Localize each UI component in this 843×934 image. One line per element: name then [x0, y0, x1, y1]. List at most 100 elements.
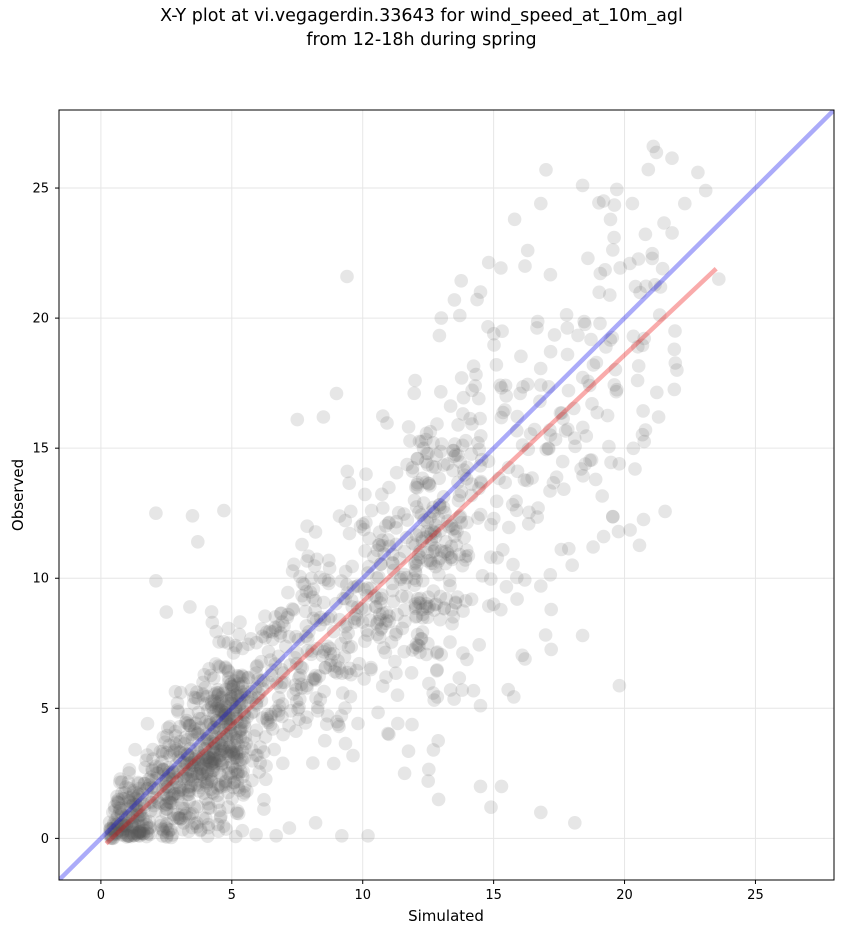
- scatter-point: [430, 417, 444, 431]
- scatter-point: [268, 610, 283, 624]
- scatter-point: [230, 751, 245, 766]
- scatter-point: [274, 662, 289, 677]
- scatter-point: [473, 779, 488, 794]
- scatter-point: [337, 649, 352, 664]
- scatter-point: [667, 342, 682, 357]
- scatter-point: [419, 599, 433, 614]
- scatter-point: [420, 524, 435, 539]
- scatter-point: [275, 615, 290, 629]
- scatter-point: [301, 549, 316, 563]
- scatter-point: [297, 577, 312, 592]
- scatter-point: [115, 828, 130, 842]
- scatter-point: [211, 687, 226, 702]
- scatter-point: [398, 614, 412, 629]
- scatter-point: [195, 767, 210, 782]
- scatter-point: [141, 772, 156, 787]
- scatter-point: [375, 538, 390, 553]
- scatter-point: [177, 746, 192, 760]
- scatter-point: [657, 216, 671, 230]
- scatter-point: [229, 746, 244, 760]
- scatter-point: [145, 773, 159, 788]
- scatter-point: [433, 589, 448, 604]
- scatter-point: [607, 230, 621, 245]
- scatter-point: [604, 455, 618, 470]
- scatter-point: [583, 453, 597, 468]
- scatter-point: [360, 589, 374, 603]
- scatter-point: [426, 743, 441, 757]
- scatter-point: [156, 744, 170, 758]
- scatter-point: [205, 694, 219, 709]
- scatter-point: [344, 639, 359, 654]
- scatter-point: [218, 682, 233, 697]
- scatter-point: [427, 597, 442, 612]
- scatter-point: [122, 766, 136, 780]
- scatter-point: [400, 457, 414, 472]
- scatter-point: [168, 684, 183, 699]
- scatter-point: [454, 274, 469, 288]
- scatter-point: [162, 791, 176, 805]
- scatter-point: [354, 601, 369, 616]
- scatter-point: [180, 756, 195, 770]
- scatter-point: [198, 775, 212, 789]
- scatter-point: [379, 519, 393, 533]
- scatter-point: [277, 619, 291, 633]
- scatter-point: [113, 775, 127, 790]
- scatter-point: [426, 584, 441, 598]
- scatter-point: [232, 700, 246, 714]
- scatter-point: [199, 811, 213, 826]
- scatter-point: [208, 736, 223, 750]
- scatter-point: [207, 754, 222, 769]
- scatter-point: [180, 747, 195, 761]
- scatter-point: [400, 590, 414, 604]
- scatter-point: [160, 728, 174, 743]
- scatter-point: [332, 612, 347, 627]
- scatter-point: [645, 246, 660, 261]
- scatter-point: [158, 798, 172, 813]
- scatter-point: [375, 588, 389, 602]
- scatter-point: [185, 758, 200, 772]
- scatter-point: [459, 543, 474, 558]
- scatter-point: [103, 821, 118, 836]
- scatter-point: [426, 544, 440, 559]
- scatter-point: [442, 573, 457, 588]
- scatter-point: [191, 535, 205, 549]
- scatter-point: [611, 524, 626, 539]
- scatter-point: [408, 556, 422, 571]
- scatter-point: [432, 498, 447, 512]
- scatter-point: [225, 682, 239, 697]
- scatter-point: [419, 530, 433, 544]
- scatter-point: [456, 646, 470, 660]
- scatter-point: [204, 774, 219, 789]
- scatter-point: [159, 829, 174, 843]
- scatter-point: [167, 744, 182, 758]
- scatter-point: [223, 687, 238, 702]
- scatter-point: [121, 829, 135, 843]
- scatter-point: [200, 753, 214, 768]
- scatter-point: [415, 531, 429, 545]
- scatter-point: [104, 823, 119, 838]
- scatter-point: [646, 139, 661, 154]
- scatter-point: [449, 538, 464, 552]
- scatter-point: [430, 690, 445, 704]
- scatter-point: [448, 521, 463, 536]
- scatter-point: [375, 679, 390, 693]
- scatter-point: [313, 610, 328, 625]
- scatter-point: [432, 567, 446, 582]
- scatter-point: [191, 752, 205, 767]
- scatter-point: [201, 703, 215, 717]
- scatter-point: [135, 826, 149, 840]
- scatter-point: [318, 661, 333, 675]
- scatter-point: [437, 545, 452, 559]
- scatter-point: [421, 636, 435, 651]
- scatter-point: [203, 755, 218, 769]
- scatter-point: [182, 784, 196, 799]
- scatter-point: [350, 579, 364, 594]
- scatter-point: [229, 806, 244, 820]
- scatter-point: [421, 446, 435, 461]
- scatter-point: [307, 559, 322, 573]
- scatter-point: [157, 768, 171, 782]
- scatter-point: [132, 825, 146, 840]
- scatter-point: [269, 676, 284, 690]
- scatter-point: [211, 795, 225, 809]
